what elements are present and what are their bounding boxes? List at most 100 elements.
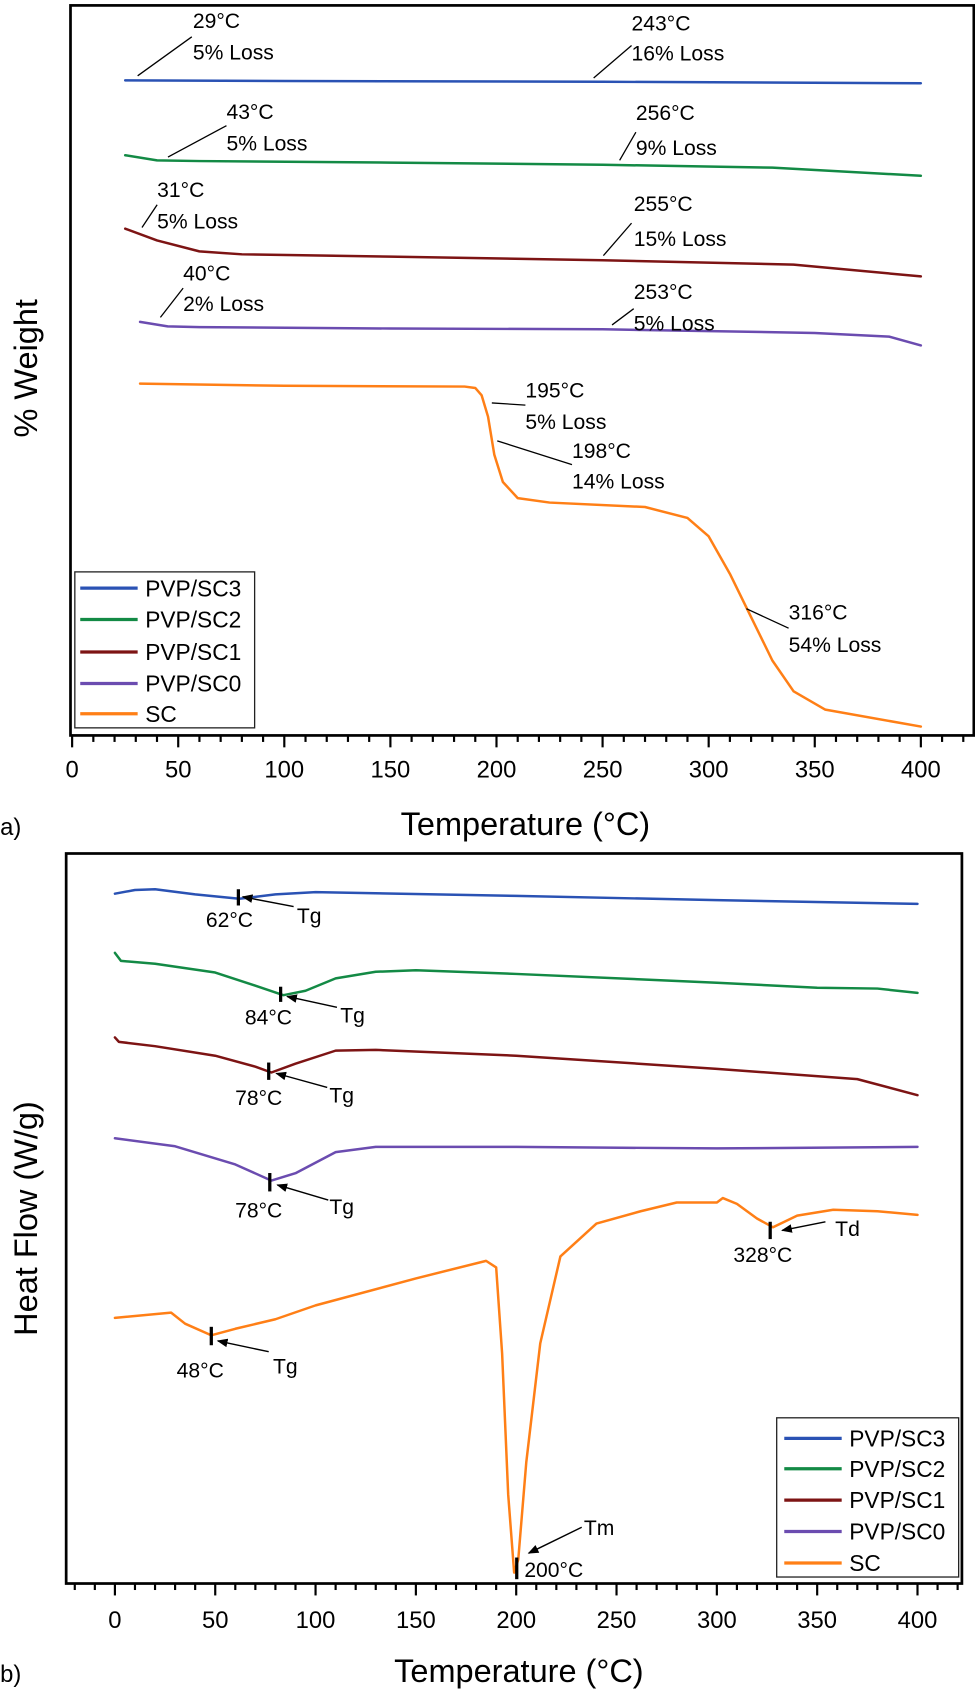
legend-label: SC xyxy=(145,701,177,727)
annotation: 78°C Tg xyxy=(235,1173,354,1222)
annotation: 62°C Tg xyxy=(206,889,322,932)
annotation-transition-label: Td xyxy=(835,1218,860,1241)
x-axis-title: Temperature (°C) xyxy=(401,806,650,842)
annotation: 255°C 15% Loss xyxy=(602,193,727,257)
y-axis-title: % Weight xyxy=(8,299,44,437)
annotation-loss: 16% Loss xyxy=(632,43,725,66)
x-tick-label: 350 xyxy=(795,757,835,784)
arrow-icon xyxy=(241,894,294,908)
legend-label: PVP/SC0 xyxy=(849,1519,945,1545)
annotation: 29°C 5% Loss xyxy=(137,10,274,77)
arrow-icon xyxy=(286,994,338,1008)
series-line-pvp-sc0 xyxy=(113,1137,919,1182)
annotation: 31°C 5% Loss xyxy=(141,179,238,234)
series-line-sc xyxy=(138,382,923,728)
annotation: 78°C Tg xyxy=(235,1062,354,1110)
series-line-pvp-sc3 xyxy=(123,79,923,85)
annotation: 43°C 5% Loss xyxy=(167,101,307,158)
panel-a-tga: 0 50 100 150 200 250 300 350 400 Temperature (°C)… xyxy=(0,4,975,842)
legend-label: PVP/SC1 xyxy=(145,639,241,665)
panel-b-dsc: 0 50 100 150 200 250 300 350 400 Temperature (°C)… xyxy=(0,852,964,1689)
legend-box xyxy=(74,571,256,729)
annotation-transition-label: Tg xyxy=(329,1085,354,1108)
leader-line xyxy=(611,308,635,326)
series-line-pvp-sc1 xyxy=(123,227,923,278)
annotation-loss: 54% Loss xyxy=(789,634,882,657)
panel-label: b) xyxy=(0,1661,21,1688)
annotation-temperature: 243°C xyxy=(632,12,691,35)
series-line-pvp-sc2 xyxy=(113,951,919,997)
arrow-icon xyxy=(781,1221,826,1233)
annotation-transition-label: Tg xyxy=(340,1004,365,1027)
annotation-temperature: 316°C xyxy=(789,602,848,625)
leader-line xyxy=(602,222,633,257)
legend-label: PVP/SC1 xyxy=(849,1487,945,1513)
annotation-temperature: 29°C xyxy=(193,10,240,33)
plot-frame xyxy=(69,4,975,737)
annotation-loss: 2% Loss xyxy=(183,293,264,316)
annotation: 316°C 54% Loss xyxy=(746,602,881,657)
x-tick-label: 250 xyxy=(597,1607,637,1634)
leader-line xyxy=(137,36,193,77)
annotation-temperature: 84°C xyxy=(245,1007,292,1030)
leader-line xyxy=(746,608,789,629)
arrow-icon xyxy=(275,1071,328,1089)
annotation-loss: 5% Loss xyxy=(634,312,715,335)
arrow-icon xyxy=(527,1526,583,1554)
annotation: 256°C 9% Loss xyxy=(619,102,717,161)
x-tick-label: 400 xyxy=(901,757,941,784)
annotation-temperature: 78°C xyxy=(235,1199,282,1222)
annotation-temperature: 43°C xyxy=(226,101,273,124)
annotation-transition-label: Tg xyxy=(273,1355,298,1378)
annotation-loss: 15% Loss xyxy=(634,228,727,251)
legend-label: SC xyxy=(849,1550,881,1576)
leader-line xyxy=(619,131,637,161)
x-tick-label: 100 xyxy=(296,1607,336,1634)
panel-label: a) xyxy=(0,814,21,841)
y-axis-title: Heat Flow (W/g) xyxy=(8,1101,44,1336)
leader-line xyxy=(497,440,573,466)
x-tick-label: 0 xyxy=(108,1607,121,1634)
arrow-icon xyxy=(216,1338,269,1353)
annotation: 48°C Tg xyxy=(177,1326,298,1383)
annotation-temperature: 328°C xyxy=(733,1244,792,1267)
annotation-temperature: 62°C xyxy=(206,909,253,932)
annotation-loss: 9% Loss xyxy=(636,137,717,160)
x-tick-label: 250 xyxy=(583,757,623,784)
leader-line xyxy=(159,287,184,318)
annotation-transition-label: Tm xyxy=(584,1517,614,1540)
x-tick-label: 300 xyxy=(689,757,729,784)
annotation-loss: 5% Loss xyxy=(525,411,606,434)
x-tick-label: 50 xyxy=(165,757,192,784)
annotation: 198°C 14% Loss xyxy=(497,440,665,493)
series-line-pvp-sc0 xyxy=(138,320,923,347)
annotation-temperature: 256°C xyxy=(636,102,695,125)
x-tick-label: 300 xyxy=(697,1607,737,1634)
annotation: 243°C 16% Loss xyxy=(593,12,725,79)
x-tick-label: 50 xyxy=(202,1607,229,1634)
legend-label: PVP/SC3 xyxy=(145,575,241,601)
x-axis-title: Temperature (°C) xyxy=(394,1653,643,1689)
legend-box xyxy=(776,1417,960,1578)
annotation-temperature: 253°C xyxy=(634,281,693,304)
x-tick-label: 150 xyxy=(396,1607,436,1634)
series-line-pvp-sc2 xyxy=(123,153,923,178)
legend-label: PVP/SC0 xyxy=(145,671,241,697)
annotation-loss: 14% Loss xyxy=(572,470,665,493)
legend-label: PVP/SC3 xyxy=(849,1426,945,1452)
x-tick-label: 200 xyxy=(477,757,517,784)
x-tick-label: 400 xyxy=(898,1607,938,1634)
x-tick-label: 200 xyxy=(496,1607,536,1634)
annotation: 84°C Tg xyxy=(245,986,365,1030)
annotation-temperature: 40°C xyxy=(183,263,230,286)
annotation-temperature: 31°C xyxy=(157,179,204,202)
annotation-loss: 5% Loss xyxy=(193,42,274,65)
annotation-temperature: 195°C xyxy=(525,380,584,403)
x-tick-label: 0 xyxy=(65,757,78,784)
leader-line xyxy=(141,204,158,228)
leader-line xyxy=(593,44,632,79)
annotation: 40°C 2% Loss xyxy=(159,263,264,318)
x-tick-label: 350 xyxy=(797,1607,837,1634)
annotation-temperature: 255°C xyxy=(634,193,693,216)
